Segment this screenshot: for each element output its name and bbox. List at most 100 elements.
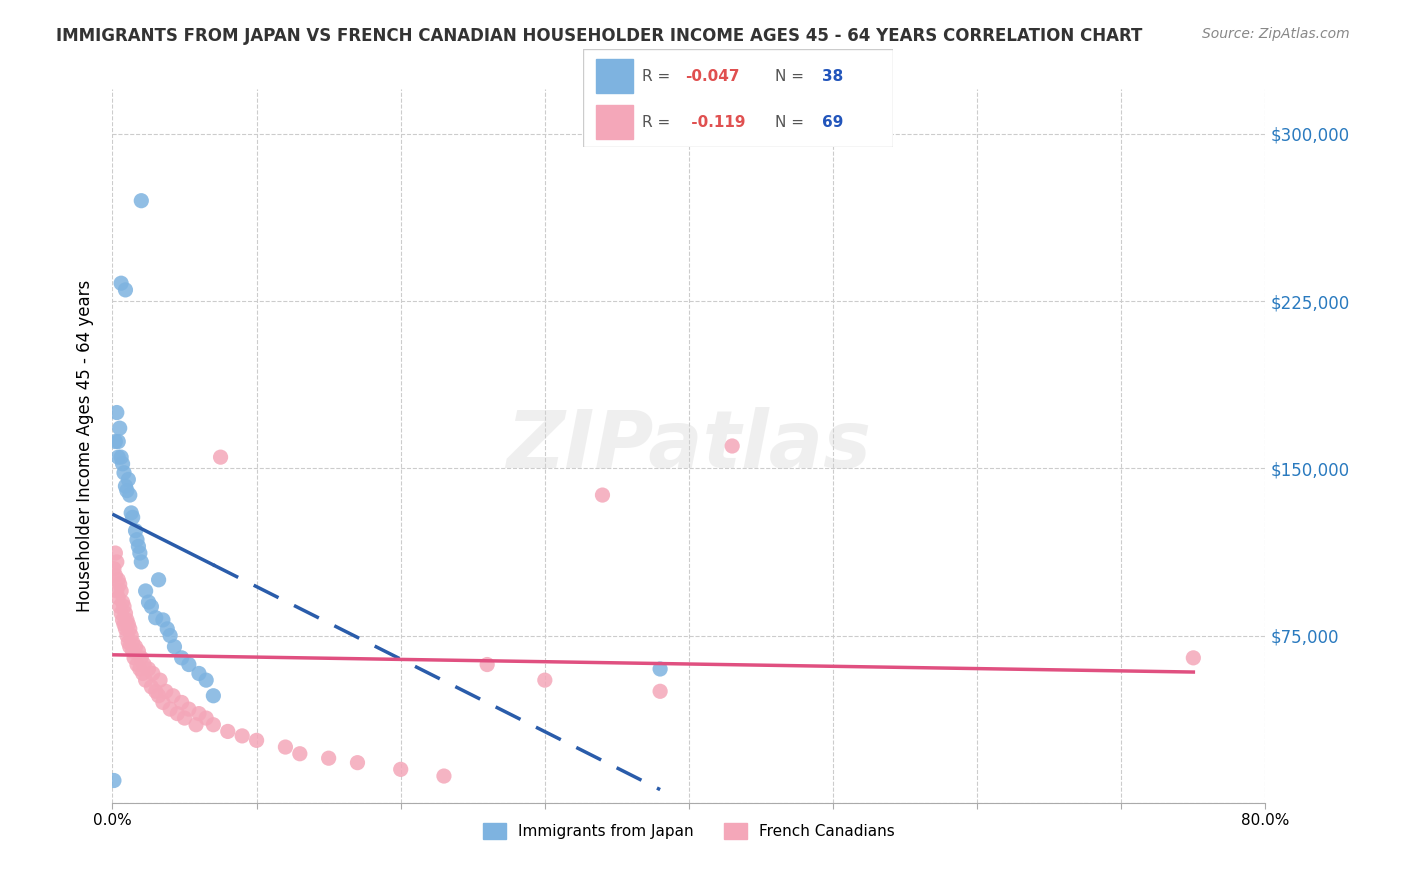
Point: [389, 762, 412, 776]
Point: [129, 194, 153, 208]
Point: [159, 628, 181, 642]
Point: [1182, 651, 1205, 665]
Point: [142, 666, 165, 681]
Point: [125, 533, 148, 547]
Point: [124, 524, 146, 538]
Text: IMMIGRANTS FROM JAPAN VS FRENCH CANADIAN HOUSEHOLDER INCOME AGES 45 - 64 YEARS C: IMMIGRANTS FROM JAPAN VS FRENCH CANADIAN…: [56, 27, 1143, 45]
Point: [650, 684, 672, 698]
Bar: [596, 59, 633, 93]
Point: [156, 622, 179, 636]
Point: [433, 769, 456, 783]
Point: [114, 607, 136, 621]
Point: [111, 613, 134, 627]
Point: [107, 573, 129, 587]
Point: [117, 617, 139, 632]
Text: -0.047: -0.047: [686, 69, 740, 84]
Point: [127, 539, 149, 553]
Point: [145, 684, 167, 698]
Point: [135, 583, 157, 598]
Point: [163, 640, 186, 654]
Text: N =: N =: [775, 115, 808, 130]
Point: [108, 421, 131, 435]
Point: [128, 662, 150, 676]
Point: [148, 573, 170, 587]
Point: [118, 488, 141, 502]
Point: [148, 689, 170, 703]
Point: [475, 657, 499, 672]
Point: [117, 635, 139, 649]
Point: [118, 640, 141, 654]
Point: [173, 711, 195, 725]
Point: [121, 644, 143, 658]
Point: [127, 644, 149, 658]
Point: [107, 450, 129, 464]
Point: [110, 607, 132, 621]
Point: [141, 680, 163, 694]
Point: [155, 684, 177, 698]
Point: [104, 568, 127, 582]
Point: [103, 562, 125, 576]
Point: [111, 595, 134, 609]
Text: R =: R =: [643, 69, 675, 84]
Point: [114, 283, 136, 297]
Text: Source: ZipAtlas.com: Source: ZipAtlas.com: [1202, 27, 1350, 41]
Point: [104, 434, 127, 449]
Point: [721, 439, 744, 453]
Point: [246, 733, 269, 747]
Point: [108, 599, 131, 614]
Point: [125, 657, 148, 672]
Point: [534, 673, 557, 687]
Point: [318, 751, 340, 765]
Point: [188, 666, 211, 681]
Point: [217, 724, 239, 739]
Point: [162, 689, 184, 703]
Point: [177, 657, 200, 672]
Text: 38: 38: [821, 69, 844, 84]
Point: [104, 546, 127, 560]
Point: [170, 651, 193, 665]
Point: [115, 483, 138, 498]
Point: [118, 622, 141, 636]
FancyBboxPatch shape: [583, 49, 893, 147]
Point: [188, 706, 211, 721]
Point: [231, 729, 253, 743]
Point: [274, 740, 297, 755]
Point: [135, 673, 157, 687]
Text: 69: 69: [821, 115, 844, 130]
Point: [129, 555, 153, 569]
Point: [195, 711, 218, 725]
Point: [134, 657, 156, 672]
Point: [209, 450, 232, 464]
Point: [110, 583, 132, 598]
Point: [170, 696, 193, 710]
Point: [592, 488, 614, 502]
Point: [107, 591, 129, 605]
Point: [112, 617, 135, 632]
Point: [111, 457, 134, 471]
Point: [121, 510, 143, 524]
Point: [110, 276, 132, 290]
Point: [138, 662, 160, 676]
Legend: Immigrants from Japan, French Canadians: Immigrants from Japan, French Canadians: [477, 817, 901, 845]
Point: [114, 622, 136, 636]
Point: [120, 628, 142, 642]
Point: [650, 662, 672, 676]
Point: [112, 466, 135, 480]
Point: [141, 599, 163, 614]
Point: [110, 450, 132, 464]
Point: [149, 673, 172, 687]
Point: [105, 583, 128, 598]
Point: [114, 479, 136, 493]
Point: [107, 434, 129, 449]
Point: [346, 756, 368, 770]
Point: [132, 666, 155, 681]
Text: -0.119: -0.119: [686, 115, 745, 130]
Point: [103, 773, 125, 788]
Text: N =: N =: [775, 69, 808, 84]
Point: [112, 599, 135, 614]
Point: [105, 405, 128, 419]
Point: [124, 640, 146, 654]
Point: [108, 577, 131, 591]
Point: [166, 706, 188, 721]
Point: [120, 506, 142, 520]
